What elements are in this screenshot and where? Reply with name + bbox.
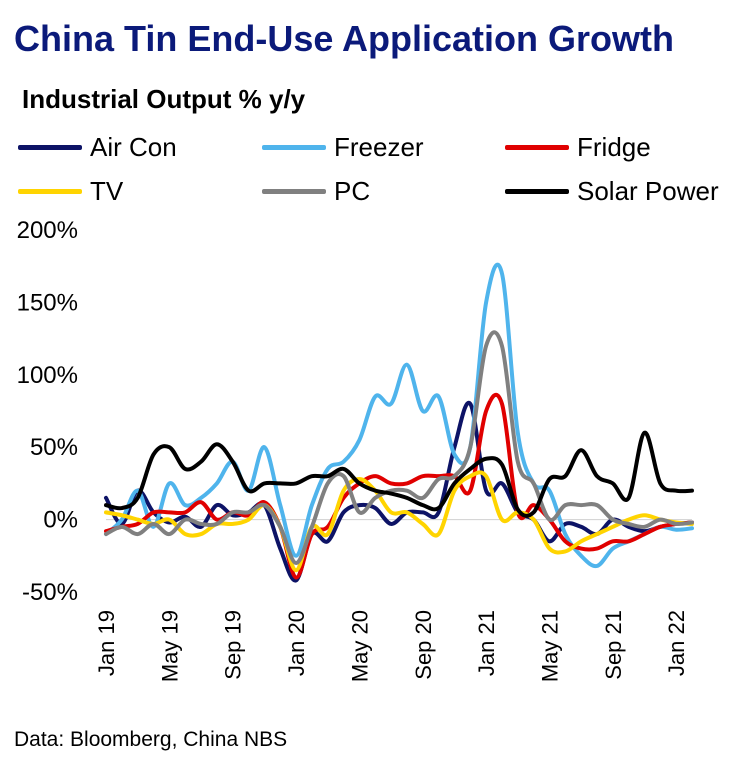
y-tick-label: 0% xyxy=(43,507,78,534)
legend-item-pc: PC xyxy=(262,176,370,207)
legend-label-pc: PC xyxy=(334,176,371,206)
x-tick-label: Sep 19 xyxy=(221,610,246,680)
legend-label-freezer: Freezer xyxy=(334,132,424,162)
legend-label-solar-power: Solar Power xyxy=(577,176,719,206)
y-tick-label: -50% xyxy=(22,579,78,606)
series-lines xyxy=(104,262,694,583)
x-tick-label: Jan 22 xyxy=(664,610,689,676)
x-tick-label: May 19 xyxy=(157,610,182,682)
legend-label-fridge: Fridge xyxy=(577,132,651,162)
legend-label-tv: TV xyxy=(90,176,124,206)
chart-legend: Air Con Freezer Fridge TV PC Solar Power xyxy=(0,128,734,208)
x-tick-label: Jan 19 xyxy=(94,610,119,676)
legend-swatch-tv xyxy=(18,189,82,194)
chart-subtitle: Industrial Output % y/y xyxy=(22,84,306,114)
x-axis-ticks: Jan 19 May 19 Sep 19 Jan 20 May 20 Sep 20 Jan … xyxy=(94,610,689,682)
series-line-tv xyxy=(104,470,694,573)
x-tick-label: Jan 21 xyxy=(474,610,499,676)
series-line-fridge xyxy=(104,392,694,580)
legend-item-air-con: Air Con xyxy=(18,132,177,163)
legend-swatch-freezer xyxy=(262,145,326,150)
series-line-freezer xyxy=(104,262,694,569)
x-tick-label: May 21 xyxy=(537,610,562,682)
legend-swatch-pc xyxy=(262,189,326,194)
legend-item-solar-power: Solar Power xyxy=(505,176,719,207)
series-line-pc xyxy=(104,330,694,566)
series-line-solar-power xyxy=(104,430,694,518)
x-tick-label: Jan 20 xyxy=(284,610,309,676)
y-axis-ticks: -50% 0% 50% 100% 150% 200% xyxy=(17,217,78,606)
x-tick-label: Sep 20 xyxy=(411,610,436,680)
legend-swatch-fridge xyxy=(505,145,569,150)
legend-item-tv: TV xyxy=(18,176,123,207)
legend-label-air-con: Air Con xyxy=(90,132,177,162)
y-tick-label: 100% xyxy=(17,362,78,389)
legend-swatch-solar-power xyxy=(505,189,569,194)
legend-item-fridge: Fridge xyxy=(505,132,651,163)
source-note: Data: Bloomberg, China NBS xyxy=(14,728,288,751)
legend-item-freezer: Freezer xyxy=(262,132,424,163)
x-tick-label: May 20 xyxy=(347,610,372,682)
y-tick-label: 150% xyxy=(17,289,78,316)
chart-title: China Tin End-Use Application Growth xyxy=(14,18,675,59)
y-tick-label: 50% xyxy=(30,434,78,461)
y-tick-label: 200% xyxy=(17,217,78,244)
legend-swatch-air-con xyxy=(18,145,82,150)
x-tick-label: Sep 21 xyxy=(601,610,626,680)
